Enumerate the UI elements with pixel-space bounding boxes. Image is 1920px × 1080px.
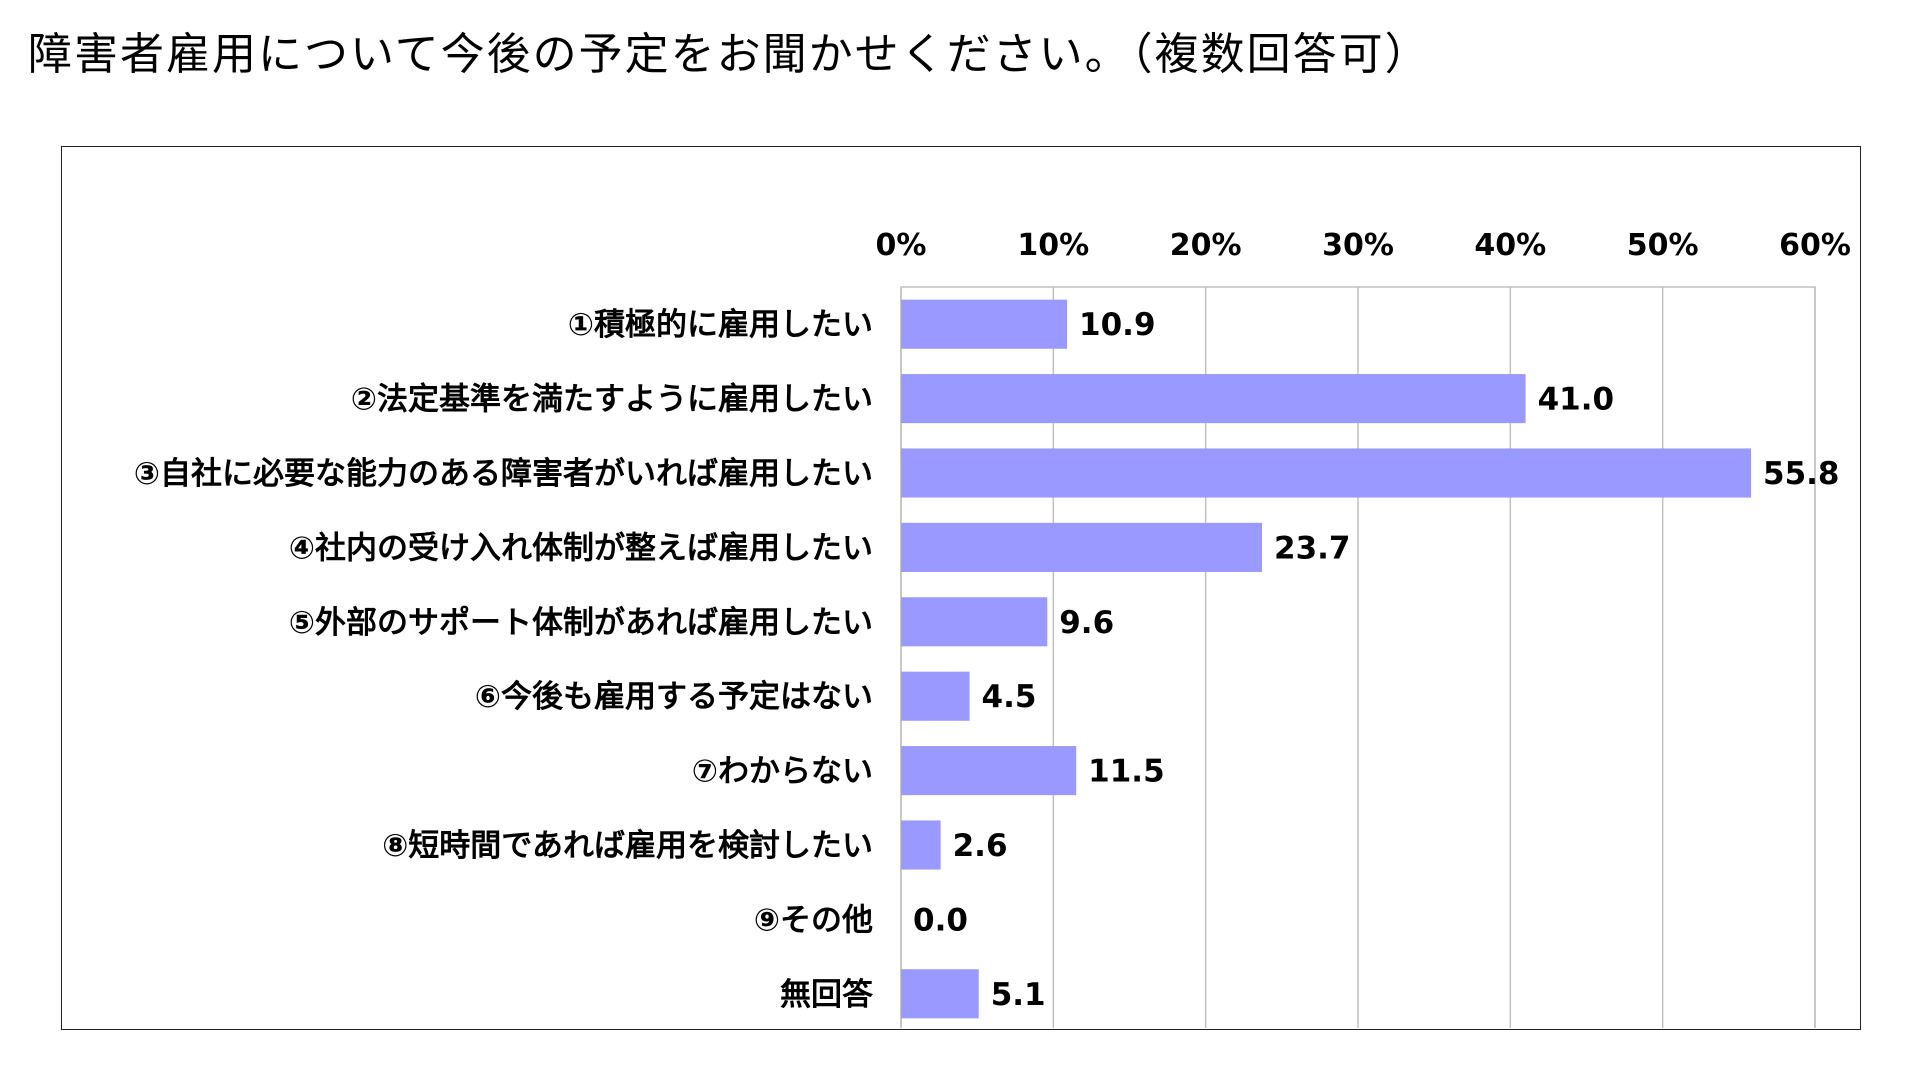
x-tick-label: 40% (1474, 228, 1546, 263)
x-tick-label: 30% (1322, 228, 1394, 263)
category-label: ①積極的に雇用したい (568, 307, 873, 343)
bar (901, 374, 1526, 424)
category-label: ⑦わからない (692, 754, 873, 790)
bar-chart: 0% 10% 20% 30% 40% 50% 60% ①積極的に雇用したい 10.9 ②法定基準を… (134, 228, 1851, 1028)
value-label: 0.0 (913, 902, 968, 938)
value-label: 9.6 (1059, 605, 1114, 641)
bar (901, 597, 1048, 647)
x-tick-label: 0% (876, 228, 927, 263)
category-label: ④社内の受け入れ体制が整えば雇用したい (289, 530, 873, 566)
bar (901, 969, 979, 1019)
x-tick-label: 50% (1627, 228, 1699, 263)
category-label: ②法定基準を満たすように雇用したい (351, 382, 873, 418)
value-label: 10.9 (1079, 307, 1156, 343)
value-label: 5.1 (991, 977, 1046, 1013)
value-label: 2.6 (953, 828, 1008, 864)
bar (901, 820, 941, 870)
value-label: 23.7 (1274, 530, 1351, 566)
value-label: 55.8 (1763, 456, 1840, 492)
value-label: 41.0 (1538, 382, 1615, 418)
value-label: 4.5 (982, 679, 1037, 715)
category-label: ⑥今後も雇用する予定はない (475, 679, 873, 715)
chart-frame: 0% 10% 20% 30% 40% 50% 60% ①積極的に雇用したい 10.9 ②法定基準を… (61, 146, 1861, 1030)
category-label: ③自社に必要な能力のある障害者がいれば雇用したい (134, 456, 873, 492)
category-label: ⑨その他 (754, 902, 873, 938)
category-label: ⑤外部のサポート体制があれば雇用したい (289, 605, 873, 641)
bar (901, 522, 1263, 572)
bar (901, 448, 1752, 498)
bar (901, 746, 1077, 796)
bar (901, 671, 970, 721)
x-tick-label: 10% (1017, 228, 1089, 263)
category-label: ⑧短時間であれば雇用を検討したい (382, 828, 873, 864)
value-label: 11.5 (1088, 754, 1165, 790)
bar (901, 299, 1068, 349)
category-label: 無回答 (780, 977, 874, 1013)
x-tick-label: 20% (1170, 228, 1242, 263)
page-title: 障害者雇用について今後の予定をお聞かせください。（複数回答可） (28, 29, 1431, 80)
x-tick-label: 60% (1779, 228, 1851, 263)
